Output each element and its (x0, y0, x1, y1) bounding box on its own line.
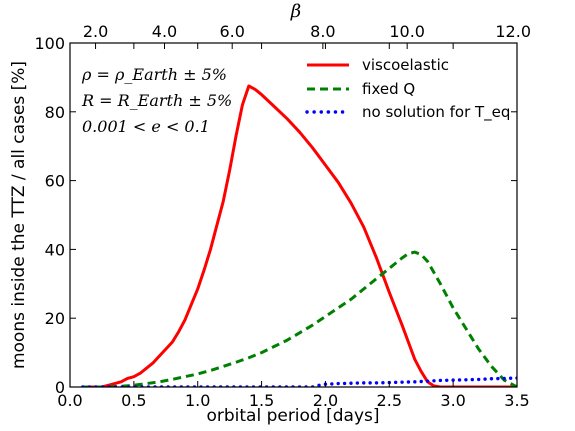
data-point (438, 378, 443, 383)
y-tick-label: 60 (45, 172, 65, 191)
x-tick-label: 3.0 (440, 391, 465, 410)
data-point (406, 380, 411, 384)
top-tick-label: 6.0 (219, 22, 244, 41)
data-point (413, 380, 417, 384)
legend: viscoelastic fixed Q no solution for T_e… (305, 56, 510, 122)
series-line-viscoelastic (82, 84, 517, 387)
data-point (451, 378, 455, 382)
top-tick-label: 4.0 (152, 22, 177, 41)
data-point (470, 377, 474, 382)
legend-label-no-solution: no solution for T_eq (362, 103, 510, 122)
y-tick-label: 0 (55, 378, 65, 397)
data-point (432, 379, 436, 383)
y-tick-label: 80 (45, 103, 65, 122)
y-tick-label: 40 (45, 240, 65, 259)
plot-frame (69, 42, 518, 388)
parameter-annotations: ρ = ρ_Earth ± 5% R = R_Earth ± 5% 0.001 … (81, 65, 232, 136)
top-tick-label: 10.0 (389, 22, 425, 41)
data-point (393, 380, 398, 385)
data-point (483, 377, 487, 381)
data-point (336, 381, 340, 386)
data-point (476, 377, 481, 382)
legend-label-viscoelastic: viscoelastic (362, 56, 449, 74)
x-tick-label: 1.0 (185, 391, 210, 410)
top-tick-label: 8.0 (310, 22, 335, 41)
top-tick-label: 12.0 (495, 22, 531, 41)
x-tick-label: 0.5 (121, 391, 146, 410)
x-tick-label: 1.5 (249, 391, 274, 410)
x-tick-label: 2.0 (313, 391, 338, 410)
data-point (496, 376, 500, 381)
legend-label-fixed-q: fixed Q (362, 80, 415, 98)
data-point (400, 380, 404, 384)
data-point (419, 379, 423, 384)
x-tick-label: 2.5 (377, 391, 402, 410)
top-axis-title: β (290, 1, 301, 22)
data-point (425, 379, 430, 383)
data-point (368, 381, 372, 385)
series-line-fixed-q (82, 250, 517, 387)
x-tick-label: 3.5 (504, 391, 529, 410)
data-point (317, 383, 321, 387)
data-point (464, 378, 468, 382)
x-axis-title: orbital period [days] (206, 406, 379, 426)
y-tick-label: 20 (45, 309, 65, 328)
annotation-eccentricity: 0.001 < e < 0.1 (82, 117, 210, 136)
data-point (445, 378, 449, 382)
annotation-density: ρ = ρ_Earth ± 5% (81, 65, 227, 84)
top-tick-label: 2.0 (83, 22, 108, 41)
data-point (330, 382, 334, 386)
data-point (508, 376, 513, 380)
ticks-layer: 0.0 0.5 1.0 1.5 2.0 2.5 3.0 3.5 0 20 40 60 80 100 2.0 4… (34, 22, 531, 410)
y-axis-title: moons inside the TTZ / all cases [%] (9, 61, 29, 369)
data-point (349, 381, 353, 385)
data-point (355, 381, 360, 385)
annotation-radius: R = R_Earth ± 5% (81, 91, 232, 110)
y-tick-label: 100 (34, 34, 65, 53)
data-point (374, 381, 379, 385)
data-point (457, 378, 462, 382)
data-point (489, 377, 494, 381)
data-point (381, 381, 385, 385)
data-point (342, 381, 347, 386)
data-point (362, 381, 366, 385)
x-tick-label: 0.0 (57, 391, 82, 410)
data-point (502, 376, 506, 381)
